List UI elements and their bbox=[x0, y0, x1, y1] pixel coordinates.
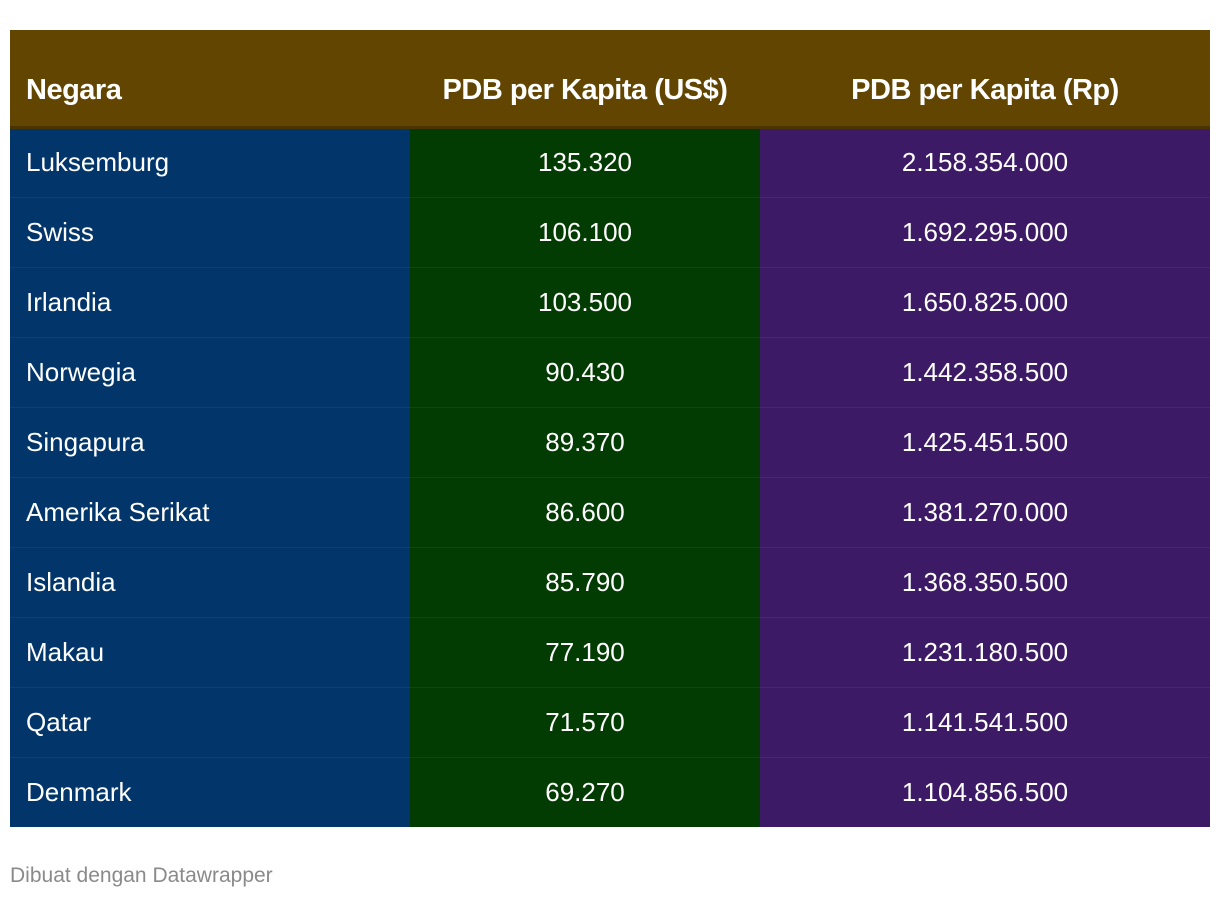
cell-gdp-rp: 1.381.270.000 bbox=[760, 477, 1210, 548]
table-row: Singapura 89.370 1.425.451.500 bbox=[10, 407, 1210, 478]
cell-gdp-rp: 1.368.350.500 bbox=[760, 547, 1210, 618]
footer-credit: Dibuat dengan Datawrapper bbox=[10, 864, 273, 887]
column-header-usd[interactable]: PDB per Kapita (US$) bbox=[410, 30, 760, 129]
cell-gdp-usd: 106.100 bbox=[410, 197, 760, 268]
header-row: Negara PDB per Kapita (US$) PDB per Kapi… bbox=[10, 30, 1210, 129]
cell-gdp-rp: 1.692.295.000 bbox=[760, 197, 1210, 268]
cell-gdp-usd: 86.600 bbox=[410, 477, 760, 548]
cell-gdp-usd: 69.270 bbox=[410, 757, 760, 827]
cell-country: Luksemburg bbox=[10, 127, 410, 198]
cell-gdp-usd: 77.190 bbox=[410, 617, 760, 688]
cell-country: Denmark bbox=[10, 757, 410, 827]
table-row: Islandia 85.790 1.368.350.500 bbox=[10, 547, 1210, 618]
table-row: Luksemburg 135.320 2.158.354.000 bbox=[10, 127, 1210, 198]
table-row: Swiss 106.100 1.692.295.000 bbox=[10, 197, 1210, 268]
cell-country: Swiss bbox=[10, 197, 410, 268]
table-header: Negara PDB per Kapita (US$) PDB per Kapi… bbox=[10, 30, 1210, 129]
column-header-country[interactable]: Negara bbox=[10, 30, 410, 129]
table-row: Norwegia 90.430 1.442.358.500 bbox=[10, 337, 1210, 408]
cell-gdp-rp: 1.231.180.500 bbox=[760, 617, 1210, 688]
cell-country: Makau bbox=[10, 617, 410, 688]
cell-gdp-rp: 1.104.856.500 bbox=[760, 757, 1210, 827]
cell-country: Islandia bbox=[10, 547, 410, 618]
table-row: Denmark 69.270 1.104.856.500 bbox=[10, 757, 1210, 827]
table-row: Qatar 71.570 1.141.541.500 bbox=[10, 687, 1210, 758]
cell-gdp-rp: 1.650.825.000 bbox=[760, 267, 1210, 338]
table-container: Negara PDB per Kapita (US$) PDB per Kapi… bbox=[10, 30, 1210, 827]
cell-gdp-usd: 103.500 bbox=[410, 267, 760, 338]
cell-country: Norwegia bbox=[10, 337, 410, 408]
cell-gdp-rp: 2.158.354.000 bbox=[760, 127, 1210, 198]
cell-country: Amerika Serikat bbox=[10, 477, 410, 548]
table-row: Amerika Serikat 86.600 1.381.270.000 bbox=[10, 477, 1210, 548]
table-body: Luksemburg 135.320 2.158.354.000 Swiss 106.1… bbox=[10, 127, 1210, 827]
cell-gdp-usd: 89.370 bbox=[410, 407, 760, 478]
cell-gdp-rp: 1.141.541.500 bbox=[760, 687, 1210, 758]
cell-country: Qatar bbox=[10, 687, 410, 758]
table-row: Irlandia 103.500 1.650.825.000 bbox=[10, 267, 1210, 338]
cell-country: Singapura bbox=[10, 407, 410, 478]
table-row: Makau 77.190 1.231.180.500 bbox=[10, 617, 1210, 688]
cell-gdp-usd: 135.320 bbox=[410, 127, 760, 198]
cell-gdp-rp: 1.442.358.500 bbox=[760, 337, 1210, 408]
cell-gdp-rp: 1.425.451.500 bbox=[760, 407, 1210, 478]
cell-gdp-usd: 71.570 bbox=[410, 687, 760, 758]
cell-gdp-usd: 90.430 bbox=[410, 337, 760, 408]
cell-gdp-usd: 85.790 bbox=[410, 547, 760, 618]
cell-country: Irlandia bbox=[10, 267, 410, 338]
gdp-table: Negara PDB per Kapita (US$) PDB per Kapi… bbox=[10, 30, 1210, 827]
column-header-rp[interactable]: PDB per Kapita (Rp) bbox=[760, 30, 1210, 129]
